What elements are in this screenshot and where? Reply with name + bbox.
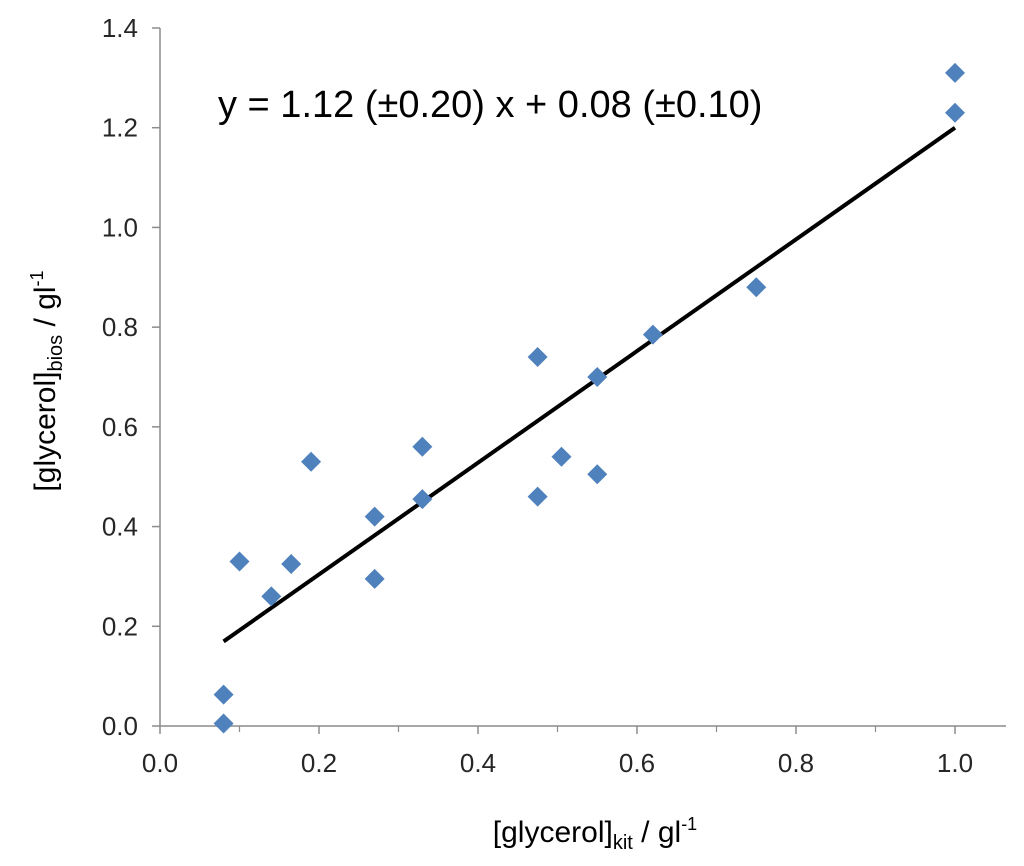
x-tick-label: 0.2 [301, 748, 337, 778]
x-tick-label: 1.0 [937, 748, 973, 778]
x-axis-title-rest: / gl [633, 816, 681, 849]
data-point [746, 277, 767, 298]
y-axis-title-rest: / gl [29, 286, 62, 334]
y-tick-label: 0.2 [102, 611, 138, 641]
x-tick-label: 0.4 [460, 748, 496, 778]
y-axis-title: [glycerol]bios / gl-1 [27, 270, 67, 491]
data-point [281, 553, 302, 574]
data-point [945, 102, 965, 123]
data-point [527, 486, 548, 507]
y-tick-label: 0.4 [102, 512, 138, 542]
data-point [412, 489, 433, 510]
data-point [364, 568, 385, 589]
x-axis: 0.0 0.2 0.4 0.6 0.8 1.0 [142, 725, 1006, 778]
data-point [364, 506, 385, 527]
data-point [213, 684, 234, 705]
x-tick-label: 0.6 [619, 748, 655, 778]
y-axis-title-sup: -1 [27, 270, 47, 286]
data-point [301, 451, 322, 472]
data-point [261, 586, 282, 607]
x-axis-title: [glycerol]kit / gl-1 [493, 814, 697, 854]
x-tick-label: 0.0 [142, 748, 178, 778]
data-point [551, 446, 572, 467]
y-tick-label: 1.4 [102, 13, 138, 43]
y-axis-title-sub: bios [45, 335, 67, 372]
x-axis-title-main: [glycerol] [493, 816, 613, 849]
y-axis: 0.0 0.2 0.4 0.6 0.8 1.0 1.2 1.4 [102, 13, 161, 741]
y-tick-label: 0.0 [102, 711, 138, 741]
trendline-group [222, 126, 957, 644]
data-point [213, 713, 234, 734]
data-points [213, 62, 965, 734]
data-point [945, 62, 965, 83]
data-point [587, 464, 608, 485]
y-tick-label: 1.0 [102, 212, 138, 242]
x-axis-title-sub: kit [613, 832, 633, 854]
trendline [222, 126, 957, 644]
data-point [587, 367, 608, 387]
data-point [642, 324, 663, 345]
y-axis-title-main: [glycerol] [29, 372, 62, 492]
x-axis-title-sup: -1 [681, 814, 697, 834]
data-point [229, 551, 250, 572]
x-tick-label: 0.8 [778, 748, 814, 778]
y-tick-label: 0.8 [102, 312, 138, 342]
data-point [412, 436, 433, 457]
data-point [527, 347, 548, 368]
y-tick-label: 0.6 [102, 412, 138, 442]
trendline-equation: y = 1.12 (±0.20) x + 0.08 (±0.10) [218, 84, 762, 126]
y-tick-label: 1.2 [102, 113, 138, 143]
